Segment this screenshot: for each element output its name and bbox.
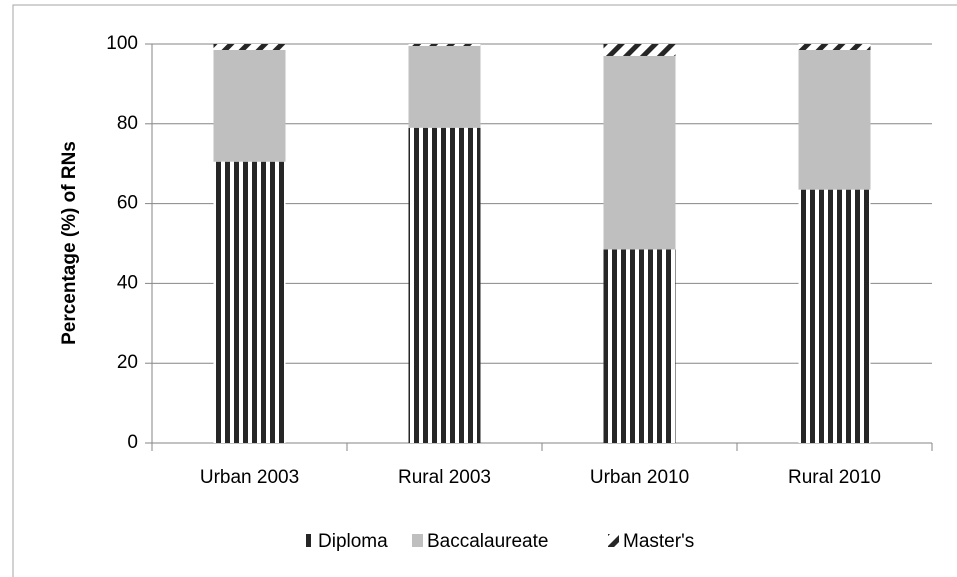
- y-tick-label: 80: [117, 113, 138, 134]
- bar-segment: [213, 44, 286, 50]
- bar-segment: [603, 44, 676, 56]
- y-tick-label: 20: [117, 352, 138, 373]
- bar-segment: [213, 161, 286, 443]
- y-tick-label: 40: [117, 272, 138, 293]
- legend-label: Baccalaureate: [427, 531, 548, 552]
- bar-segment: [798, 189, 871, 443]
- chart-border: [12, 4, 957, 577]
- legend-swatch: [608, 534, 619, 547]
- x-tick-label: Rural 2010: [788, 467, 881, 488]
- legend-swatch: [412, 534, 423, 547]
- legend-label: Master's: [623, 531, 694, 552]
- bar-segment: [408, 45, 481, 128]
- x-tick-label: Urban 2003: [200, 467, 299, 488]
- y-axis-label: Percentage (%) of RNs: [59, 141, 80, 345]
- bar-segment: [603, 55, 676, 250]
- y-tick-label: 100: [106, 33, 138, 54]
- bar-segment: [408, 127, 481, 443]
- y-tick-label: 0: [127, 432, 138, 453]
- bar-segment: [603, 249, 676, 443]
- bar-segment: [408, 44, 481, 46]
- bar-segment: [213, 49, 286, 162]
- x-tick-label: Urban 2010: [590, 467, 689, 488]
- x-tick-label: Rural 2003: [398, 467, 491, 488]
- bar-segment: [798, 44, 871, 50]
- legend-swatch: [303, 534, 314, 547]
- y-tick-label: 60: [117, 193, 138, 214]
- bar-segment: [798, 49, 871, 190]
- legend-label: Diploma: [318, 531, 388, 552]
